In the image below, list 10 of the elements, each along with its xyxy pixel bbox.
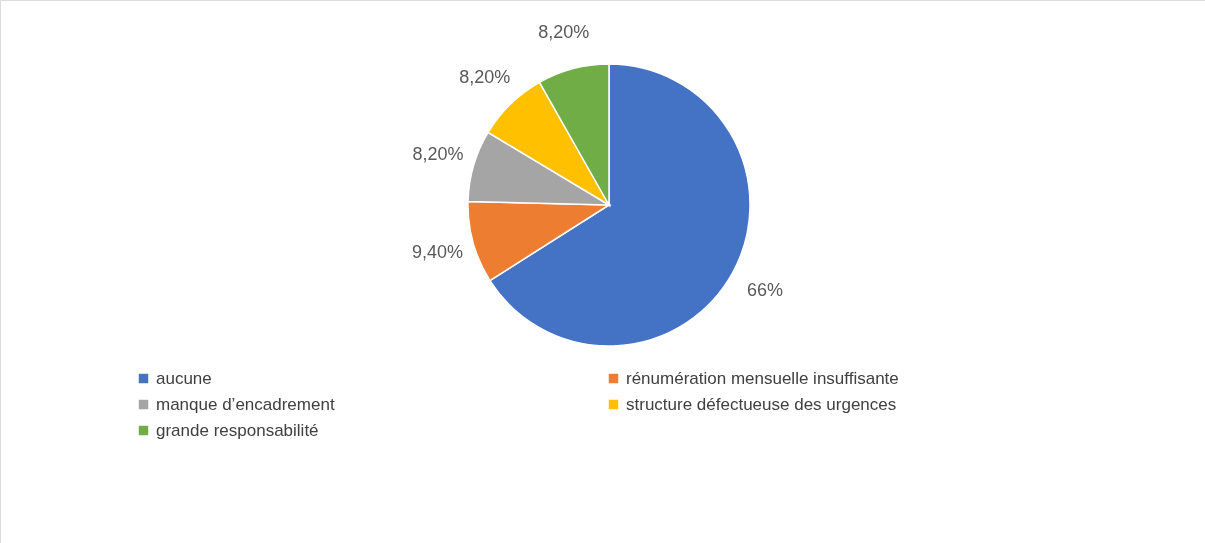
legend-label: grande responsabilité — [156, 420, 319, 440]
data-label: 8,20% — [412, 144, 464, 165]
legend-label: aucune — [156, 368, 212, 388]
legend-label: structure défectueuse des urgences — [626, 394, 897, 414]
data-label: 9,40% — [411, 241, 463, 262]
legend-label: rénumération mensuelle insuffisante — [626, 368, 899, 388]
data-label: 66% — [746, 279, 783, 300]
legend-label: manque d’encadrement — [156, 394, 335, 414]
data-label: 8,20% — [459, 66, 511, 87]
data-label: 8,20% — [538, 21, 590, 42]
